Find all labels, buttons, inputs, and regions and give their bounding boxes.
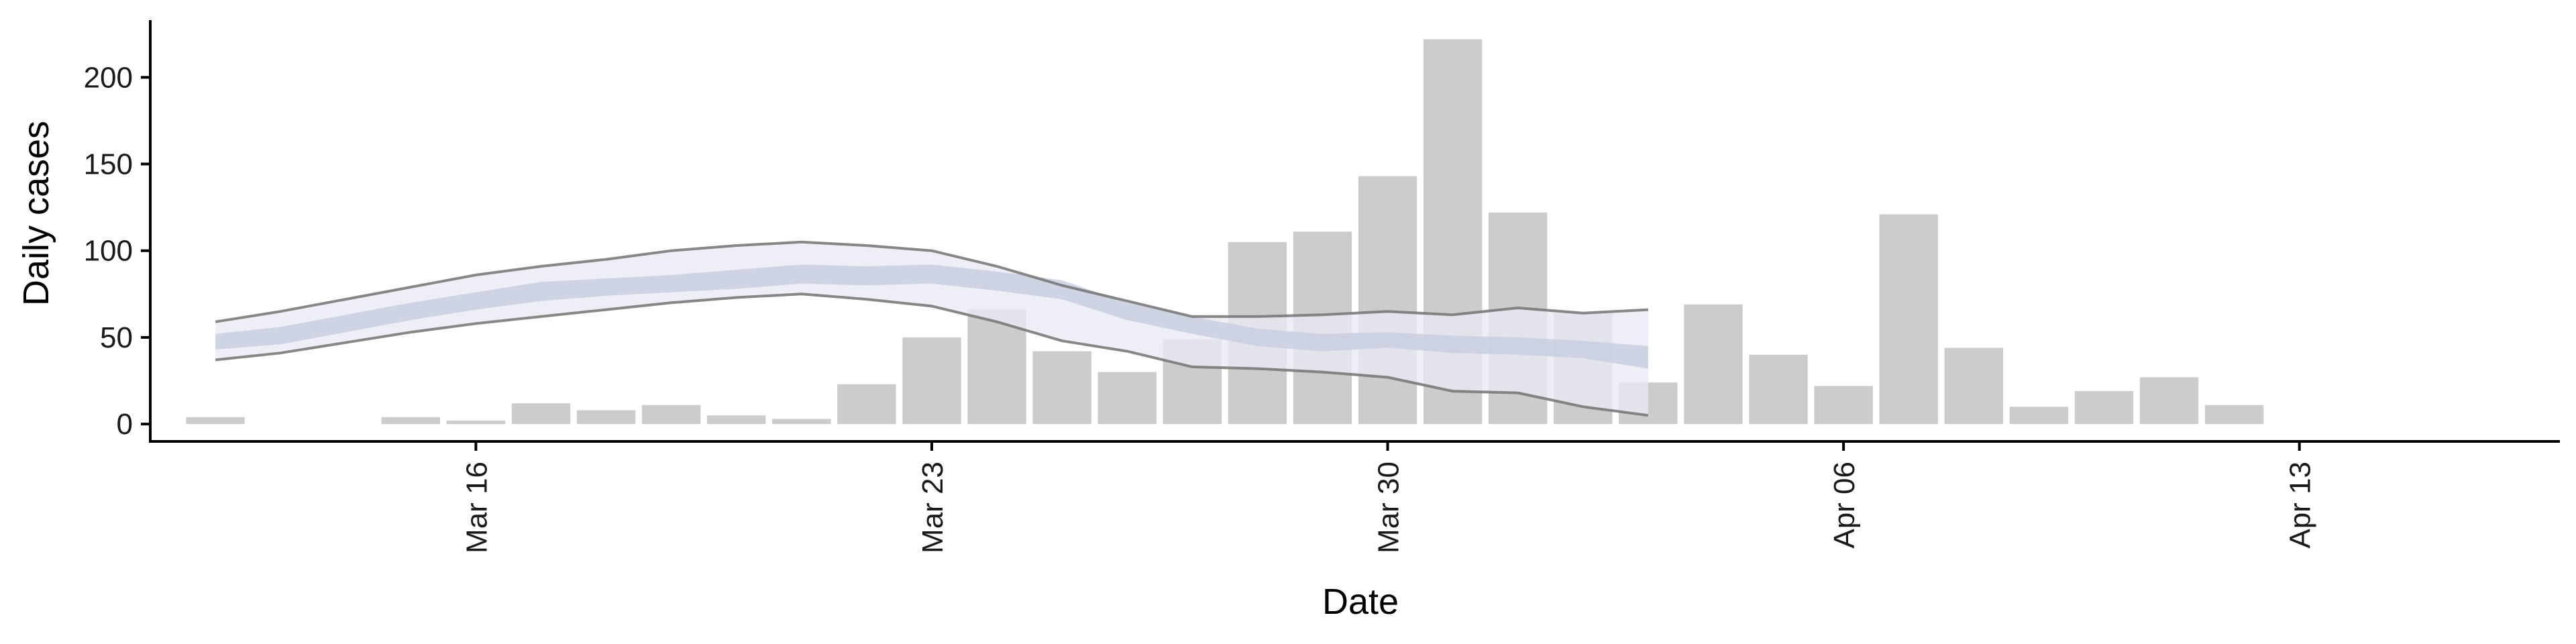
case-bar: [511, 403, 571, 425]
x-tick-label: Apr 06: [1828, 462, 1861, 549]
case-bar: [772, 419, 831, 425]
x-tick-label: Mar 16: [460, 462, 493, 553]
case-bar: [2074, 391, 2134, 425]
case-bar: [1944, 347, 2003, 425]
case-bar: [576, 410, 636, 425]
case-bar: [1749, 354, 1808, 425]
y-tick-label: 150: [84, 148, 133, 181]
case-bar: [381, 417, 441, 425]
case-bar: [2139, 377, 2199, 425]
x-tick-label: Apr 13: [2284, 462, 2317, 549]
estimate-lower-line: [215, 292, 1649, 417]
y-tick-label: 200: [84, 61, 133, 94]
y-tick-label: 0: [117, 408, 133, 441]
y-axis-title: Daily cases: [16, 121, 56, 306]
estimate-band: [215, 240, 1649, 417]
case-bar: [902, 337, 961, 425]
case-bar: [1097, 372, 1157, 425]
case-bar: [186, 417, 245, 425]
y-tick-label: 100: [84, 235, 133, 268]
axes: 0 50 100 150 200 Mar 16 Mar 23 Mar 30 Apr 06 Apr …: [84, 20, 2560, 553]
case-bar: [1032, 351, 1091, 425]
case-bar: [1814, 386, 1873, 425]
case-bar: [1879, 214, 1938, 425]
case-bar: [837, 384, 896, 425]
case-bar: [446, 420, 506, 425]
x-axis-title: Date: [1322, 582, 1399, 622]
case-bar: [1358, 176, 1417, 425]
x-tick-label: Mar 23: [916, 462, 949, 553]
observed-cases-bars: [186, 39, 2264, 425]
case-bar: [2204, 405, 2264, 425]
estimate-upper-line: [215, 240, 1649, 323]
case-bar: [2009, 407, 2069, 425]
case-bar: [1684, 304, 1743, 425]
case-bar: [707, 415, 766, 425]
x-tick-label: Mar 30: [1373, 462, 1405, 553]
estimate-inner-band: [215, 264, 1648, 369]
y-tick-label: 50: [100, 321, 133, 354]
case-bar: [641, 405, 701, 425]
